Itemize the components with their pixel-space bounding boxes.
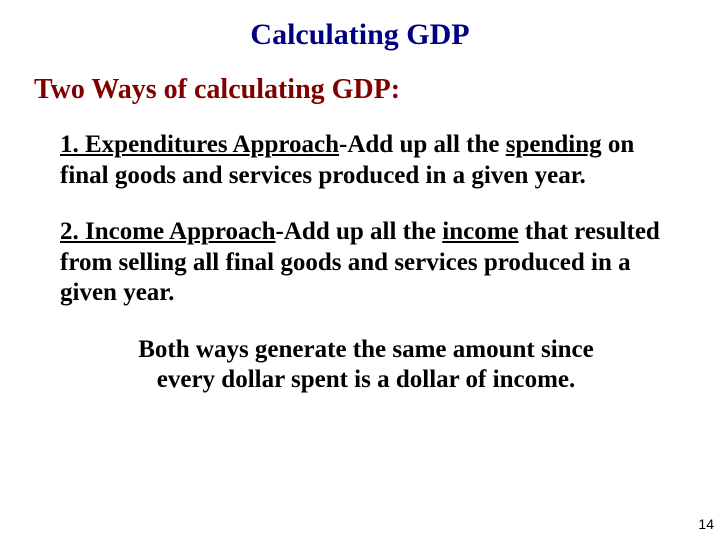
item1-dash: -Add up all the [339,131,506,158]
list-item-2: 2. Income Approach-Add up all the income… [60,217,672,309]
item2-dash: -Add up all the [276,218,443,245]
page-number: 14 [698,516,714,532]
item2-lead: 2. Income Approach [60,218,276,245]
conclusion-line1: Both ways generate the same amount since [138,336,594,363]
item1-lead: 1. Expenditures Approach [60,131,339,158]
conclusion-text: Both ways generate the same amount since… [60,335,672,396]
list-item-1: 1. Expenditures Approach-Add up all the … [60,130,672,191]
slide-container: Calculating GDP Two Ways of calculating … [0,0,720,540]
slide-subtitle: Two Ways of calculating GDP: [34,74,692,106]
item1-underline-word: spending [506,131,602,158]
item2-underline-word: income [442,218,518,245]
conclusion-line2: every dollar spent is a dollar of income… [157,366,576,393]
slide-title: Calculating GDP [28,18,692,52]
